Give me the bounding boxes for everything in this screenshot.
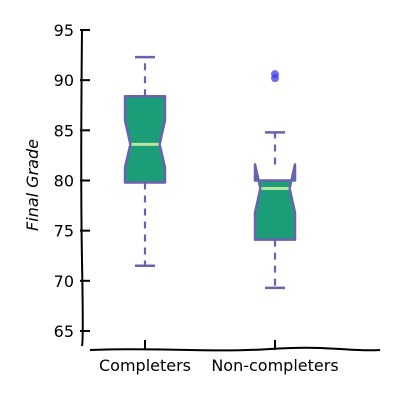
box-body [123,94,167,184]
x-tick-label: Non-completers [211,356,338,375]
x-tick-label: Completers [99,356,191,375]
y-tick-label: 95 [54,21,74,40]
y-tick-label: 70 [54,272,74,291]
box-non-completers [253,70,297,290]
box-body [253,163,297,241]
x-axis-line [89,346,381,352]
y-tick-label: 75 [54,222,74,241]
y-tick-label: 80 [54,171,74,190]
boxes [123,55,297,290]
y-tick-label: 65 [54,322,74,341]
outlier-point [271,70,279,79]
y-axis-line [80,29,84,347]
box-completers [123,55,167,268]
y-tick-label: 90 [54,71,74,90]
y-tick-label: 85 [54,121,74,140]
y-axis-title: Final Grade [23,139,42,231]
axes: 65 70 75 80 85 90 95 Completers Non-completers [54,21,381,375]
